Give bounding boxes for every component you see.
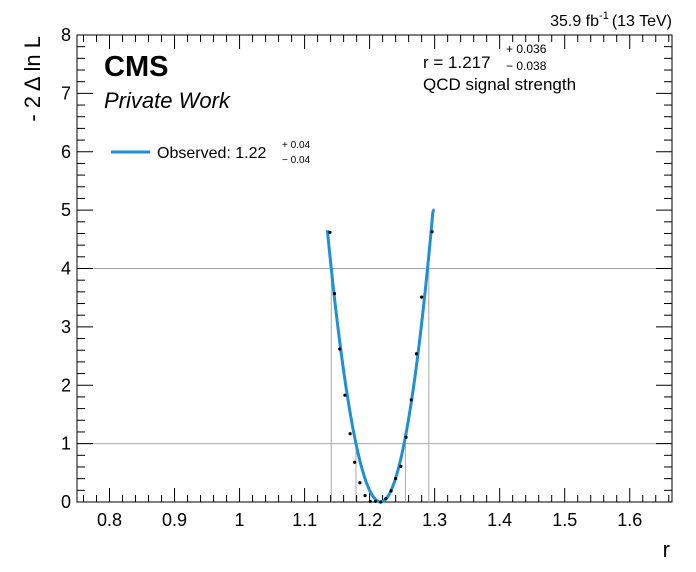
lumi-exponent: -1 [599,10,609,22]
lumi-value: 35.9 fb [550,13,599,30]
scan-point [409,398,413,402]
y-tick-label: 5 [61,200,71,220]
x-tick-label: 1.4 [487,510,512,530]
scan-point [394,477,398,481]
scan-point [328,230,332,234]
private-work-label: Private Work [104,88,231,113]
scan-point [338,347,342,351]
crossing-lines [330,268,430,502]
scan-point [363,493,367,498]
scan-point [379,500,383,504]
y-axis-title: - 2 Δ ln L [20,36,45,122]
scan-point [399,464,403,468]
y-tick-label: 2 [61,375,71,395]
result-up: + 0.036 [506,42,547,56]
x-tick-label: 0.9 [162,510,187,530]
scan-point [373,499,378,504]
scan-point [332,292,337,296]
y-tick-label: 8 [61,25,71,45]
y-tick-label: 0 [61,492,71,512]
y-axis-ticks [77,34,672,503]
x-tick-label: 1 [235,510,245,530]
x-axis-title: r [663,537,670,562]
y-tick-label: 6 [61,142,71,162]
result-value: 1.217 [448,53,491,72]
x-tick-label: 1.5 [552,510,577,530]
scan-point [353,460,357,464]
scan-point [384,496,388,501]
x-tick-label: 1.6 [617,510,642,530]
scan-point [420,295,424,299]
result-description: QCD signal strength [423,75,576,94]
legend-value: 1.22 [235,145,266,162]
scan-point [430,230,434,234]
y-axis-tick-labels: 0 1 2 3 4 5 6 7 8 [61,25,71,512]
legend-up: + 0.04 [282,140,311,151]
x-tick-label: 1.1 [292,510,317,530]
lumi-energy: (13 TeV) [612,13,672,30]
scan-point [348,432,352,436]
scan-point [368,499,372,504]
scan-point [343,393,347,397]
scan-point [389,489,393,493]
legend-entry: Observed: 1.22 [157,145,267,162]
result-prefix: r = [423,53,448,72]
y-tick-label: 4 [61,259,71,279]
reference-lines [77,268,672,445]
scan-point [358,481,362,485]
x-tick-label: 0.8 [97,510,122,530]
y-tick-label: 7 [61,83,71,103]
x-tick-label: 1.3 [422,510,447,530]
lumi-label: 35.9 fb-1 (13 TeV) [550,10,672,30]
result-down: − 0.038 [506,59,547,73]
result-text: r = 1.217 [423,53,491,72]
series-line-0 [325,208,436,504]
experiment-label: CMS [104,51,168,83]
y-tick-label: 3 [61,317,71,337]
y-tick-label: 1 [61,434,71,454]
series-points [328,230,434,504]
x-axis-ticks [83,35,670,502]
scan-point [404,435,408,439]
series-curves [325,208,436,504]
scan-point [414,352,419,356]
x-axis-tick-labels: 0.8 0.9 1 1.1 1.2 1.3 1.4 1.5 1.6 [97,510,642,530]
x-tick-label: 1.2 [357,510,382,530]
legend-prefix: Observed: [157,145,235,162]
legend-down: − 0.04 [282,155,311,166]
